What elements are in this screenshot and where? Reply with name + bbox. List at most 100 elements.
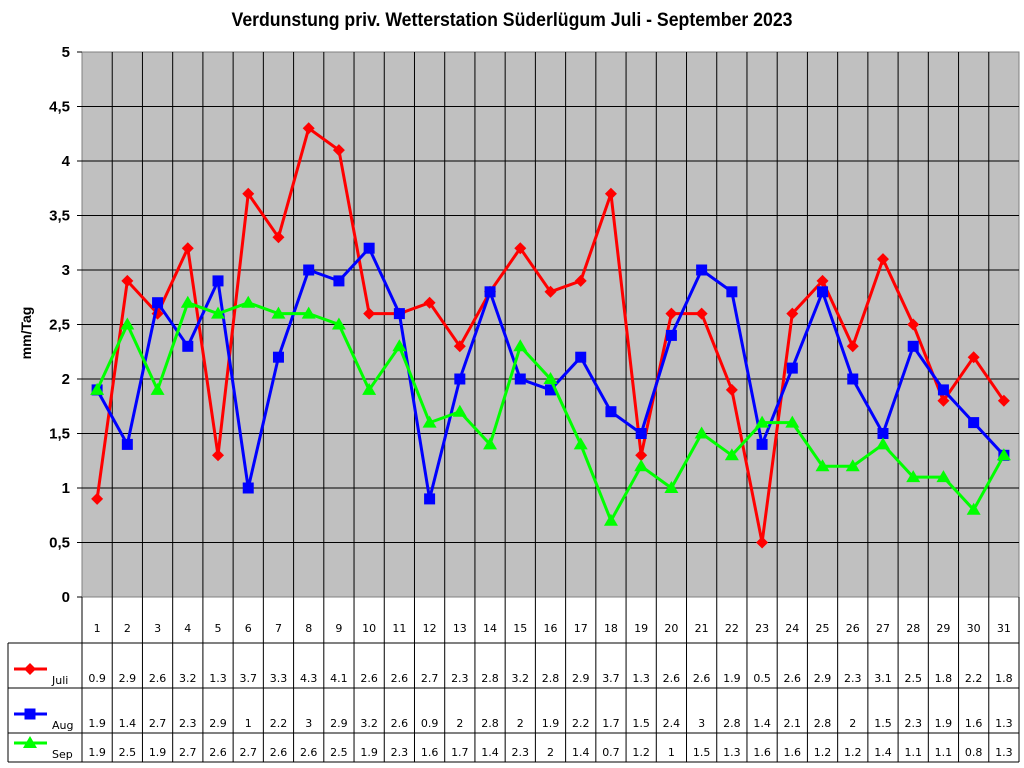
table-cell-value: 0.5	[753, 672, 771, 685]
legend-marker-diamond-icon	[24, 663, 36, 675]
x-category-label: 14	[483, 622, 497, 635]
table-cell-value: 2.5	[904, 672, 922, 685]
table-cell-value: 2.2	[965, 672, 983, 685]
table-cell-value: 1.9	[360, 746, 378, 759]
table-cell-value: 2.7	[421, 672, 439, 685]
table-cell-value: 3.7	[602, 672, 620, 685]
table-cell-value: 2.5	[119, 746, 137, 759]
x-category-label: 3	[154, 622, 161, 635]
table-cell-value: 1.7	[602, 717, 620, 730]
table-cell-value: 4.1	[330, 672, 348, 685]
data-point-marker	[211, 306, 226, 319]
table-cell-value: 2.9	[330, 717, 348, 730]
table-cell-value: 2.8	[542, 672, 560, 685]
data-point-marker	[937, 394, 950, 407]
x-category-label: 8	[305, 622, 312, 635]
table-cell-value: 2.8	[481, 672, 499, 685]
data-point-marker	[664, 481, 679, 493]
data-point-marker	[845, 459, 860, 472]
table-cell-value: 2.8	[814, 717, 832, 730]
legend-label: Aug	[52, 719, 73, 732]
data-point-marker	[302, 122, 315, 135]
table-cell-value: 1.5	[693, 746, 711, 759]
table-cell-value: 2.6	[209, 746, 227, 759]
table-cell-value: 1.4	[572, 746, 590, 759]
table-cell-value: 3.7	[239, 672, 257, 685]
data-point-marker	[424, 493, 436, 505]
data-point-marker	[665, 329, 677, 341]
table-cell-value: 1.3	[995, 746, 1013, 759]
legend-marker-square-icon	[24, 708, 36, 720]
x-category-label: 6	[245, 622, 252, 635]
table-cell-value: 1	[668, 746, 675, 759]
data-point-marker	[906, 470, 921, 483]
table-cell-value: 1.9	[149, 746, 167, 759]
data-point-marker	[755, 415, 770, 428]
data-point-marker	[786, 307, 799, 320]
data-point-marker	[392, 339, 407, 352]
data-point-marker	[363, 307, 376, 320]
data-point-marker	[967, 351, 980, 364]
data-point-marker	[212, 275, 224, 287]
data-point-marker	[545, 384, 556, 396]
x-category-label: 12	[423, 622, 437, 635]
data-point-marker	[182, 340, 194, 352]
x-category-label: 4	[184, 622, 191, 635]
legend-label: Sep	[52, 748, 73, 761]
table-cell-value: 3.1	[874, 672, 892, 685]
table-cell-value: 1.9	[88, 746, 106, 759]
data-point-marker	[301, 306, 316, 319]
y-tick-label: 1,5	[49, 426, 70, 443]
table-cell-value: 2.2	[270, 717, 288, 730]
data-point-marker	[241, 295, 256, 308]
table-cell-value: 2.3	[844, 672, 862, 685]
table-cell-value: 1.5	[874, 717, 892, 730]
table-cell-value: 1.2	[844, 746, 862, 759]
data-point-marker	[635, 449, 648, 462]
table-cell-value: 1.3	[209, 672, 227, 685]
x-category-label: 23	[755, 622, 769, 635]
table-cell-value: 1.6	[965, 717, 983, 730]
data-point-marker	[513, 339, 528, 352]
x-category-label: 22	[725, 622, 739, 635]
data-point-marker	[815, 459, 830, 472]
data-point-marker	[454, 373, 466, 385]
table-cell-value: 4.3	[300, 672, 318, 685]
table-cell-value: 2	[517, 717, 524, 730]
y-tick-label: 4	[62, 153, 71, 170]
data-point-marker	[120, 317, 135, 330]
x-category-label: 9	[335, 622, 342, 635]
data-point-marker	[543, 372, 558, 384]
table-cell-value: 2	[547, 746, 554, 759]
table-cell-value: 1.3	[995, 717, 1013, 730]
data-point-marker	[212, 449, 225, 462]
data-point-marker	[150, 382, 165, 395]
data-point-marker	[604, 187, 617, 200]
data-point-marker	[242, 187, 255, 200]
data-point-marker	[272, 351, 284, 363]
x-category-label: 2	[124, 622, 131, 635]
table-cell-value: 1.7	[451, 746, 469, 759]
table-cell-value: 1.8	[995, 672, 1013, 685]
y-tick-label: 1	[62, 480, 70, 497]
table-cell-value: 2.4	[663, 717, 681, 730]
data-point-marker	[453, 340, 466, 353]
x-category-label: 20	[664, 622, 678, 635]
table-cell-value: 1.9	[935, 717, 953, 730]
x-category-label: 27	[876, 622, 890, 635]
table-cell-value: 2.6	[149, 672, 167, 685]
data-point-marker	[665, 307, 678, 320]
table-cell-value: 1.1	[904, 746, 922, 759]
data-point-marker	[242, 482, 254, 494]
table-cell-value: 2.6	[391, 717, 409, 730]
table-cell-value: 2.6	[693, 672, 711, 685]
data-point-marker	[937, 384, 949, 396]
x-category-label: 10	[362, 622, 376, 635]
table-cell-value: 1.9	[542, 717, 560, 730]
data-point-marker	[272, 231, 285, 244]
data-point-marker	[574, 274, 587, 287]
table-cell-value: 1.4	[753, 717, 771, 730]
table-cell-value: 1.4	[874, 746, 892, 759]
table-cell-value: 3.2	[360, 717, 378, 730]
data-point-marker	[362, 382, 377, 395]
